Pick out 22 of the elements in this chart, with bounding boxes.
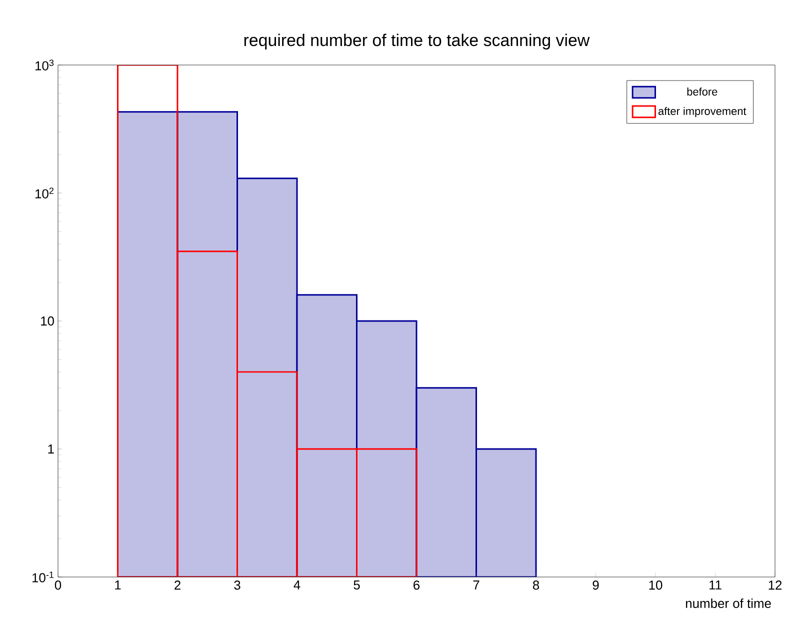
- legend-label: after improvement: [658, 106, 746, 118]
- x-tick-label: 4: [294, 580, 300, 590]
- x-axis-title: number of time: [686, 598, 771, 608]
- x-tick-label: 5: [354, 580, 360, 590]
- x-tick-label: 11: [710, 580, 722, 590]
- x-tick-label: 10: [649, 580, 662, 590]
- x-tick-label: 9: [592, 580, 599, 590]
- text: before: [687, 88, 718, 96]
- x-tick-label: 12: [768, 580, 782, 590]
- chart-title: required number of time to take scanning view: [244, 34, 590, 50]
- x-tick-label: 8: [532, 580, 540, 590]
- x-tick-label: 3: [234, 580, 240, 590]
- y-tick-label: 10$^{2}$: [36, 188, 54, 198]
- x-tick-label: 1: [115, 580, 121, 590]
- y-tick-label: 10$^{-1}$: [32, 572, 54, 582]
- x-tick-label: 7: [473, 580, 480, 590]
- y-tick-label: 10: [41, 316, 54, 326]
- x-tick-label: 0: [54, 580, 62, 590]
- y-tick-label: 1: [48, 444, 54, 454]
- x-tick-label: 6: [414, 580, 420, 590]
- x-tick-label: 2: [174, 580, 180, 590]
- y-tick-label: 10$^{3}$: [36, 60, 54, 70]
